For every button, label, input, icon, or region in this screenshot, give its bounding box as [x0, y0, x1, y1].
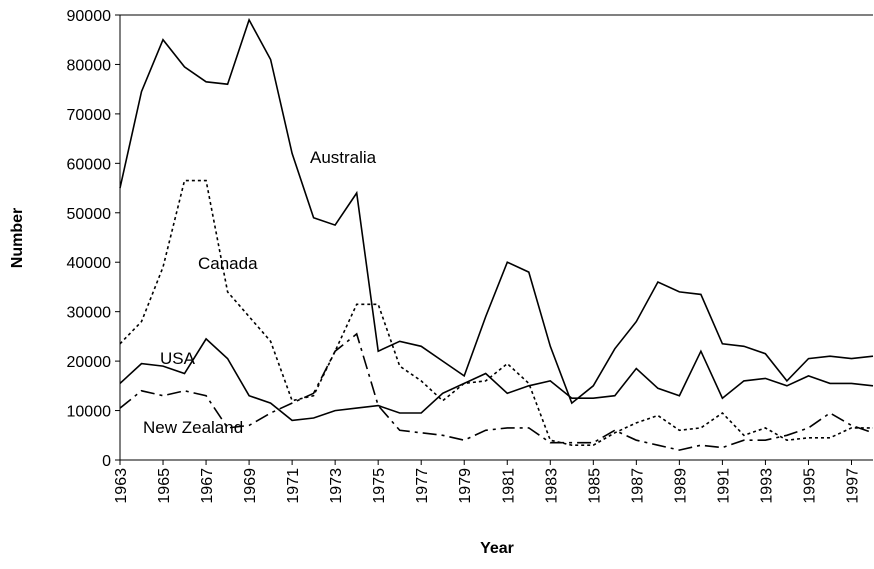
x-tick-label: 1993 [758, 468, 775, 504]
x-tick-label: 1963 [113, 468, 130, 504]
y-tick-label: 40000 [67, 255, 112, 272]
y-tick-label: 0 [102, 453, 111, 470]
x-tick-label: 1969 [242, 468, 259, 504]
series-label: Canada [198, 254, 258, 273]
y-axis-title: Number [9, 208, 26, 268]
x-tick-label: 1971 [285, 468, 302, 504]
x-tick-label: 1987 [629, 468, 646, 504]
x-tick-label: 1981 [500, 468, 517, 504]
x-tick-label: 1967 [199, 468, 216, 504]
x-tick-label: 1991 [715, 468, 732, 504]
y-tick-label: 80000 [67, 57, 112, 74]
x-tick-label: 1983 [543, 468, 560, 504]
series-line [119, 17, 874, 405]
x-tick-label: 1965 [156, 468, 173, 504]
series-label: USA [160, 349, 196, 368]
series-line [119, 337, 874, 422]
series-label: Australia [310, 148, 377, 167]
x-tick-label: 1997 [844, 468, 861, 504]
x-tick-label: 1979 [457, 468, 474, 504]
x-tick-label: 1989 [672, 468, 689, 504]
y-tick-label: 30000 [67, 305, 112, 322]
x-tick-label: 1995 [801, 468, 818, 504]
x-axis-title: Year [480, 540, 514, 557]
series-line [119, 179, 873, 446]
y-tick-label: 10000 [67, 404, 112, 421]
y-tick-label: 60000 [67, 156, 112, 173]
x-tick-label: 1985 [586, 468, 603, 504]
y-tick-label: 50000 [67, 206, 112, 223]
x-tick-label: 1975 [371, 468, 388, 504]
y-tick-label: 20000 [67, 354, 112, 371]
series-label: New Zealand [143, 418, 243, 437]
x-tick-label: 1977 [414, 468, 431, 504]
x-tick-label: 1973 [328, 468, 345, 504]
y-tick-label: 90000 [67, 8, 112, 25]
y-tick-label: 70000 [67, 107, 112, 124]
